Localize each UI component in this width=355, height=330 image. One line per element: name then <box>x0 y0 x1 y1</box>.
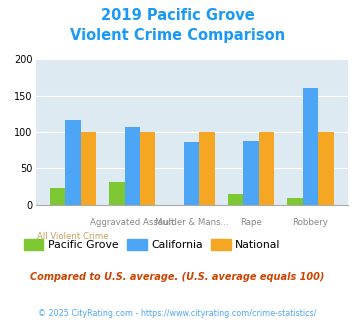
Text: 2019 Pacific Grove: 2019 Pacific Grove <box>100 8 255 23</box>
Bar <box>259 132 274 205</box>
Bar <box>318 132 334 205</box>
Bar <box>125 127 140 205</box>
Bar <box>184 142 200 205</box>
Bar <box>81 132 96 205</box>
Bar <box>109 182 125 205</box>
Bar <box>50 188 65 205</box>
Text: Robbery: Robbery <box>293 218 328 227</box>
Text: All Violent Crime: All Violent Crime <box>37 232 109 241</box>
Legend: Pacific Grove, California, National: Pacific Grove, California, National <box>20 235 285 254</box>
Bar <box>200 132 215 205</box>
Text: Rape: Rape <box>240 218 262 227</box>
Bar <box>287 198 303 205</box>
Bar <box>303 88 318 205</box>
Text: Compared to U.S. average. (U.S. average equals 100): Compared to U.S. average. (U.S. average … <box>30 272 325 282</box>
Bar <box>140 132 155 205</box>
Bar <box>65 120 81 205</box>
Text: Murder & Mans...: Murder & Mans... <box>155 218 229 227</box>
Text: © 2025 CityRating.com - https://www.cityrating.com/crime-statistics/: © 2025 CityRating.com - https://www.city… <box>38 309 317 317</box>
Bar <box>228 194 244 205</box>
Bar <box>244 142 259 205</box>
Text: Violent Crime Comparison: Violent Crime Comparison <box>70 28 285 43</box>
Text: Aggravated Assault: Aggravated Assault <box>90 218 174 227</box>
